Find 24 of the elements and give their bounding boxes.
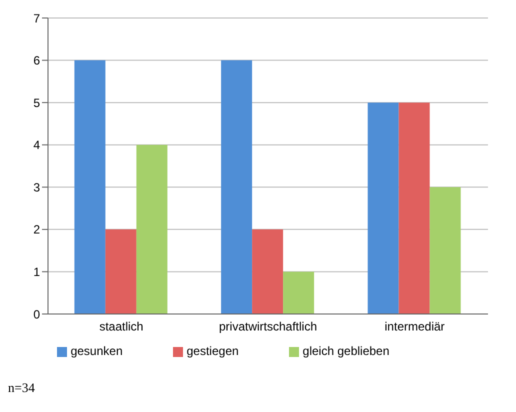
x-tick-label: privatwirtschaftlich [218, 320, 318, 334]
bar [136, 144, 168, 314]
text: n=34 [8, 380, 36, 396]
bar [252, 229, 284, 314]
y-tick-label: 3 [33, 180, 40, 194]
legend-label: gestiegen [186, 344, 239, 358]
y-tick-label: 2 [33, 222, 40, 237]
legend-label: gleich geblieben [302, 344, 390, 358]
bar [398, 102, 430, 314]
y-tick-label: 4 [33, 138, 40, 152]
bar [368, 102, 399, 314]
bar [430, 187, 461, 314]
x-tick-label: intermediär [384, 320, 445, 334]
y-tick-label: 0 [33, 307, 40, 322]
bar [221, 60, 252, 314]
y-tick-label: 5 [33, 96, 40, 110]
y-tick-label: 1 [33, 264, 40, 279]
bar [283, 272, 314, 314]
legend-label: gesunken [70, 344, 123, 358]
bar [105, 229, 136, 314]
y-tick-label: 6 [33, 54, 40, 68]
bar [74, 60, 106, 314]
x-tick-label: staatlich [99, 320, 144, 334]
y-tick-label: 7 [33, 11, 40, 26]
